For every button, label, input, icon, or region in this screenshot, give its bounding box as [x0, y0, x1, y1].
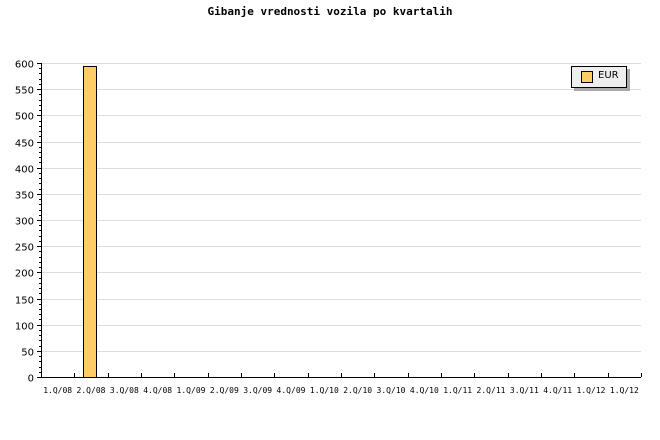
x-tick-label: 2.Q/11: [477, 386, 506, 395]
x-tick-label: 4.Q/10: [410, 386, 439, 395]
x-tick-label: 4.Q/09: [277, 386, 306, 395]
y-tick-label: 400: [15, 165, 34, 176]
x-tick-label: 1.Q/12: [610, 386, 639, 395]
legend-label: EUR: [598, 70, 619, 81]
y-tick-label: 150: [15, 296, 34, 307]
y-tick-label: 200: [15, 269, 34, 280]
y-tick-label: 300: [15, 217, 34, 228]
legend: EUR: [571, 66, 627, 88]
x-tick-label: 2.Q/08: [77, 386, 106, 395]
y-tick-label: 550: [15, 86, 34, 97]
x-tick-label: 4.Q/11: [543, 386, 572, 395]
x-tick-label: 2.Q/10: [343, 386, 372, 395]
x-tick-label: 4.Q/08: [143, 386, 172, 395]
y-tick-label: 0: [28, 374, 34, 385]
y-tick-label: 100: [15, 322, 34, 333]
x-tick-label: 3.Q/08: [110, 386, 139, 395]
x-tick-label: 1.Q/09: [177, 386, 206, 395]
bar: [83, 66, 97, 378]
y-tick-label: 600: [15, 60, 34, 71]
y-tick-label: 450: [15, 139, 34, 150]
x-tick-label: 3.Q/09: [243, 386, 272, 395]
x-tick-label: 2.Q/09: [210, 386, 239, 395]
x-tick-label: 3.Q/10: [377, 386, 406, 395]
x-tick-label: 1.Q/10: [310, 386, 339, 395]
y-tick-label: 500: [15, 112, 34, 123]
y-tick-label: 50: [21, 348, 34, 359]
x-tick-label: 1.Q/08: [43, 386, 72, 395]
y-tick-label: 350: [15, 191, 34, 202]
x-tick-label: 3.Q/11: [510, 386, 539, 395]
y-tick-label: 250: [15, 243, 34, 254]
x-tick-label: 1.Q/12: [577, 386, 606, 395]
chart-title: Gibanje vrednosti vozila po kvartalih: [207, 5, 453, 18]
x-tick-label: 1.Q/11: [443, 386, 472, 395]
legend-swatch: [581, 71, 593, 83]
